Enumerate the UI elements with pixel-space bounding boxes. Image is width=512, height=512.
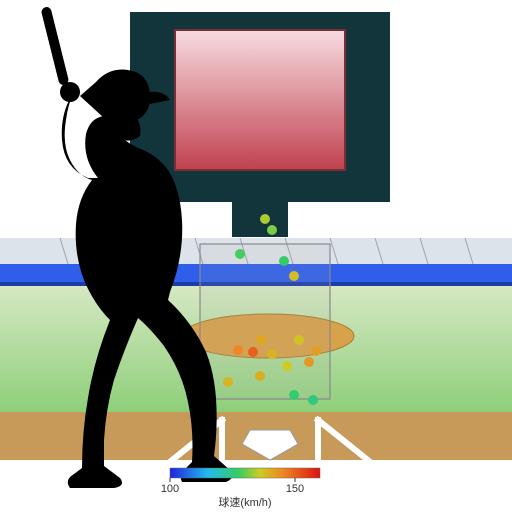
pitch-dot bbox=[260, 214, 270, 224]
pitch-dot bbox=[289, 390, 299, 400]
strike-zone bbox=[200, 244, 330, 399]
pitch-dot bbox=[289, 271, 299, 281]
colorbar-tick: 150 bbox=[286, 483, 304, 495]
pitch-dot bbox=[235, 249, 245, 259]
pitch-dot bbox=[233, 345, 243, 355]
pitch-dot bbox=[304, 357, 314, 367]
pitch-dot bbox=[308, 395, 318, 405]
scoreboard-post bbox=[232, 202, 288, 237]
baseball-scene: 100 150 球速(km/h) bbox=[0, 0, 512, 512]
pitch-dot bbox=[267, 225, 277, 235]
pitch-dot bbox=[282, 361, 292, 371]
colorbar-label: 球速(km/h) bbox=[218, 495, 271, 509]
pitch-dot bbox=[294, 335, 304, 345]
pitch-dot bbox=[267, 349, 277, 359]
pitch-dot bbox=[279, 256, 289, 266]
pitch-dot bbox=[255, 371, 265, 381]
scoreboard-screen bbox=[175, 30, 345, 170]
pitch-dot bbox=[311, 346, 321, 356]
pitch-dot bbox=[256, 335, 266, 345]
pitch-dot bbox=[223, 377, 233, 387]
colorbar-tick: 100 bbox=[161, 483, 179, 495]
pitch-dot bbox=[248, 347, 258, 357]
